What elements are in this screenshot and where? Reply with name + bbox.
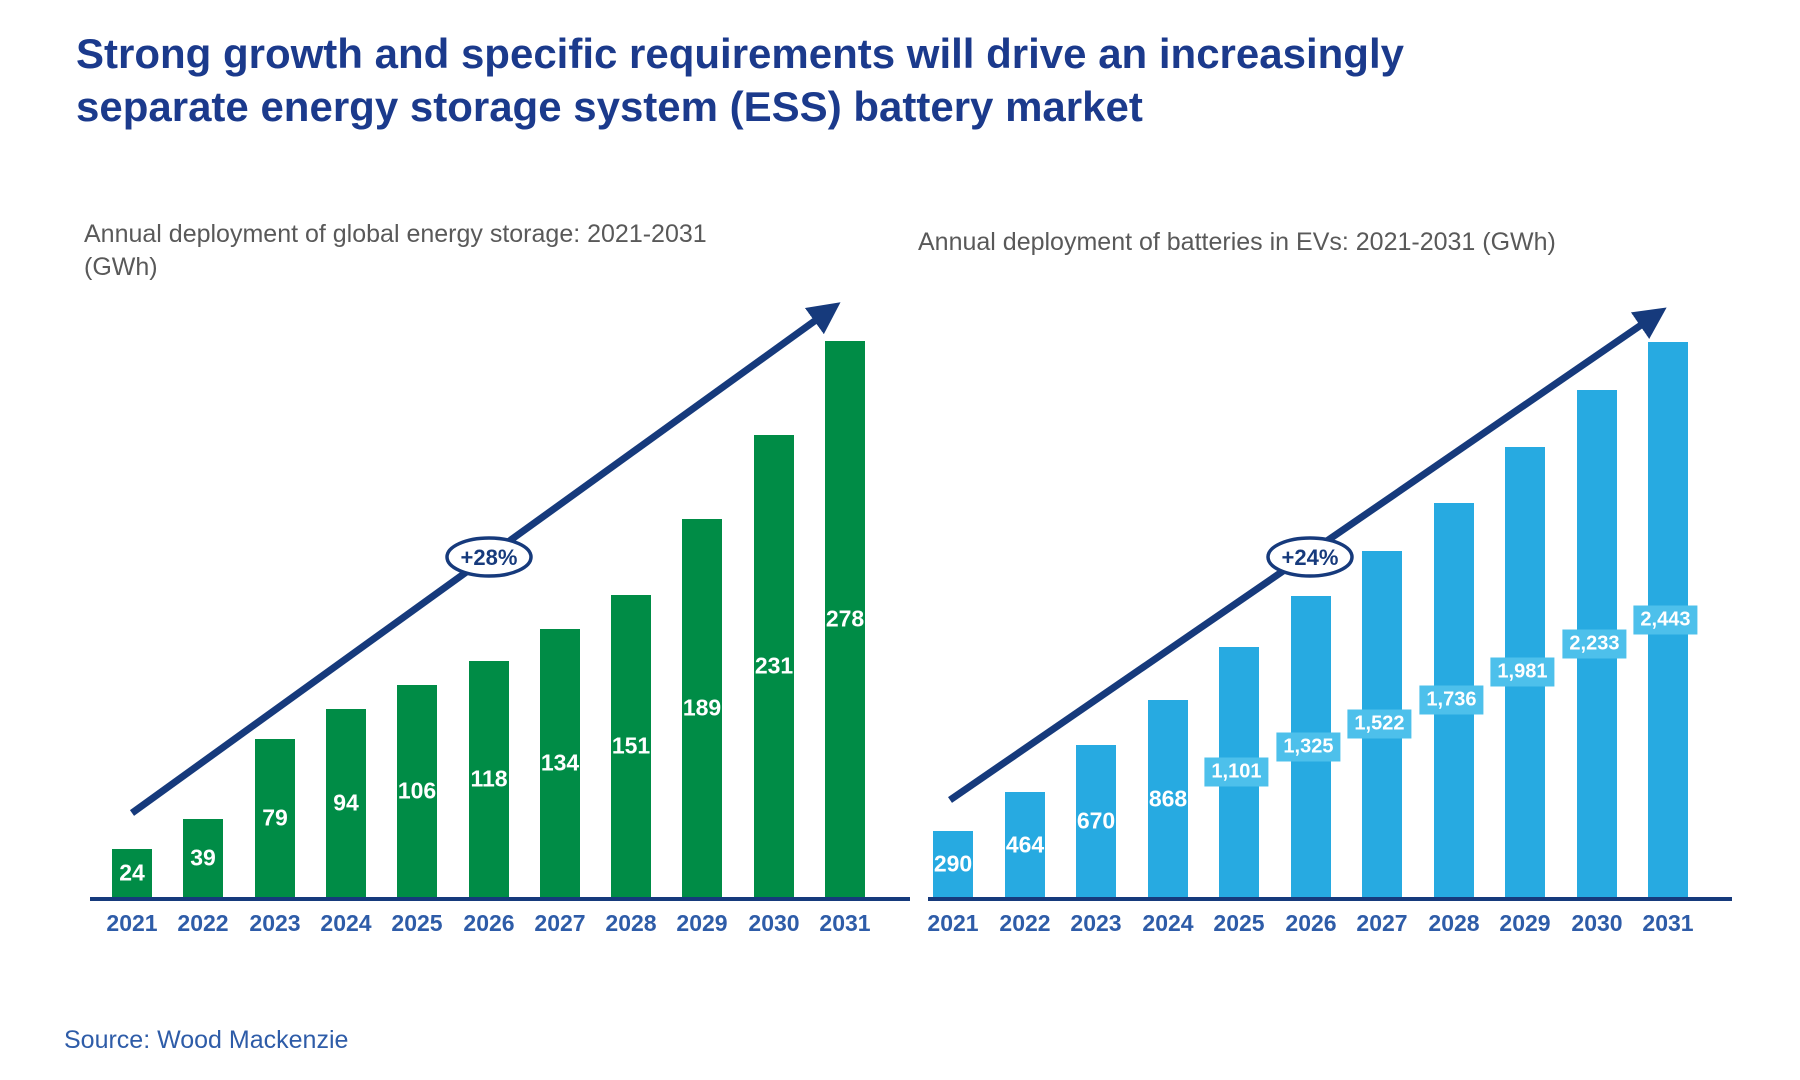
bar-value-label: 1,522: [1347, 709, 1412, 739]
bar-2029: 1,981: [1490, 447, 1555, 897]
x-axis-label-2028: 2028: [605, 910, 657, 936]
x-axis-label-2029: 2029: [676, 910, 728, 936]
x-axis-label-2025: 2025: [391, 910, 443, 936]
bar-2027: 1,522: [1347, 551, 1412, 897]
bar-value-label: 868: [1148, 785, 1188, 811]
bar-2022: 39: [183, 819, 223, 897]
left-chart-subtitle: Annual deployment of global energy stora…: [84, 220, 707, 281]
bar-value-label: 39: [190, 844, 216, 871]
x-axis-label-2024: 2024: [320, 910, 372, 936]
x-axis-label-2022: 2022: [177, 910, 229, 936]
bar-2030: 2,233: [1562, 390, 1627, 897]
bar-value-label: 464: [1005, 831, 1045, 857]
x-axis-label-2026: 2026: [463, 910, 515, 936]
x-axis-line: [90, 897, 910, 901]
x-axis-label-2023: 2023: [249, 910, 301, 936]
source-note: Source: Wood Mackenzie: [64, 1026, 349, 1054]
x-axis-label-2024: 2024: [1142, 910, 1194, 936]
bar-2022: 464: [1005, 792, 1045, 897]
bar-2028: 1,736: [1419, 503, 1484, 897]
x-axis-label-2021: 2021: [927, 910, 979, 936]
x-axis-label-2030: 2030: [1571, 910, 1623, 936]
bar-value-label: 1,981: [1490, 657, 1555, 687]
bar-2026: 1,325: [1276, 596, 1341, 897]
bar-value-label: 2,443: [1633, 605, 1698, 634]
x-axis-label-2030: 2030: [748, 910, 800, 936]
bar-2021: 24: [112, 849, 152, 897]
bar-2024: 868: [1148, 700, 1188, 897]
bar-value-label: 1,325: [1276, 732, 1341, 761]
bar-2023: 670: [1076, 745, 1116, 897]
x-axis-label-2031: 2031: [819, 910, 871, 936]
x-axis-label-2029: 2029: [1499, 910, 1551, 936]
right-chart-subtitle: Annual deployment of batteries in EVs: 2…: [918, 228, 1556, 256]
bar-value-label: 1,101: [1204, 757, 1269, 787]
bar-value-label: 290: [933, 850, 973, 877]
x-axis-label-2027: 2027: [1356, 910, 1408, 936]
bar-value-label: 670: [1076, 807, 1116, 834]
x-axis-label-2023: 2023: [1070, 910, 1122, 936]
x-axis-label-2026: 2026: [1285, 910, 1337, 936]
x-axis-label-2028: 2028: [1428, 910, 1480, 936]
bar-2021: 290: [933, 831, 973, 897]
x-axis-label-2022: 2022: [999, 910, 1051, 936]
bar-value-label: 24: [119, 859, 145, 886]
bar-2031: 2,443: [1633, 342, 1698, 897]
bar-2025: 1,101: [1204, 647, 1269, 897]
x-axis-label-2025: 2025: [1213, 910, 1265, 936]
x-axis-label-2031: 2031: [1642, 910, 1694, 936]
page-title: Strong growth and specific requirements …: [76, 30, 1404, 130]
x-axis-line: [928, 897, 1732, 901]
bar-value-label: 2,233: [1562, 629, 1627, 658]
x-axis-label-2021: 2021: [106, 910, 158, 936]
x-axis-label-2027: 2027: [534, 910, 586, 936]
bar-value-label: 1,736: [1419, 685, 1484, 715]
